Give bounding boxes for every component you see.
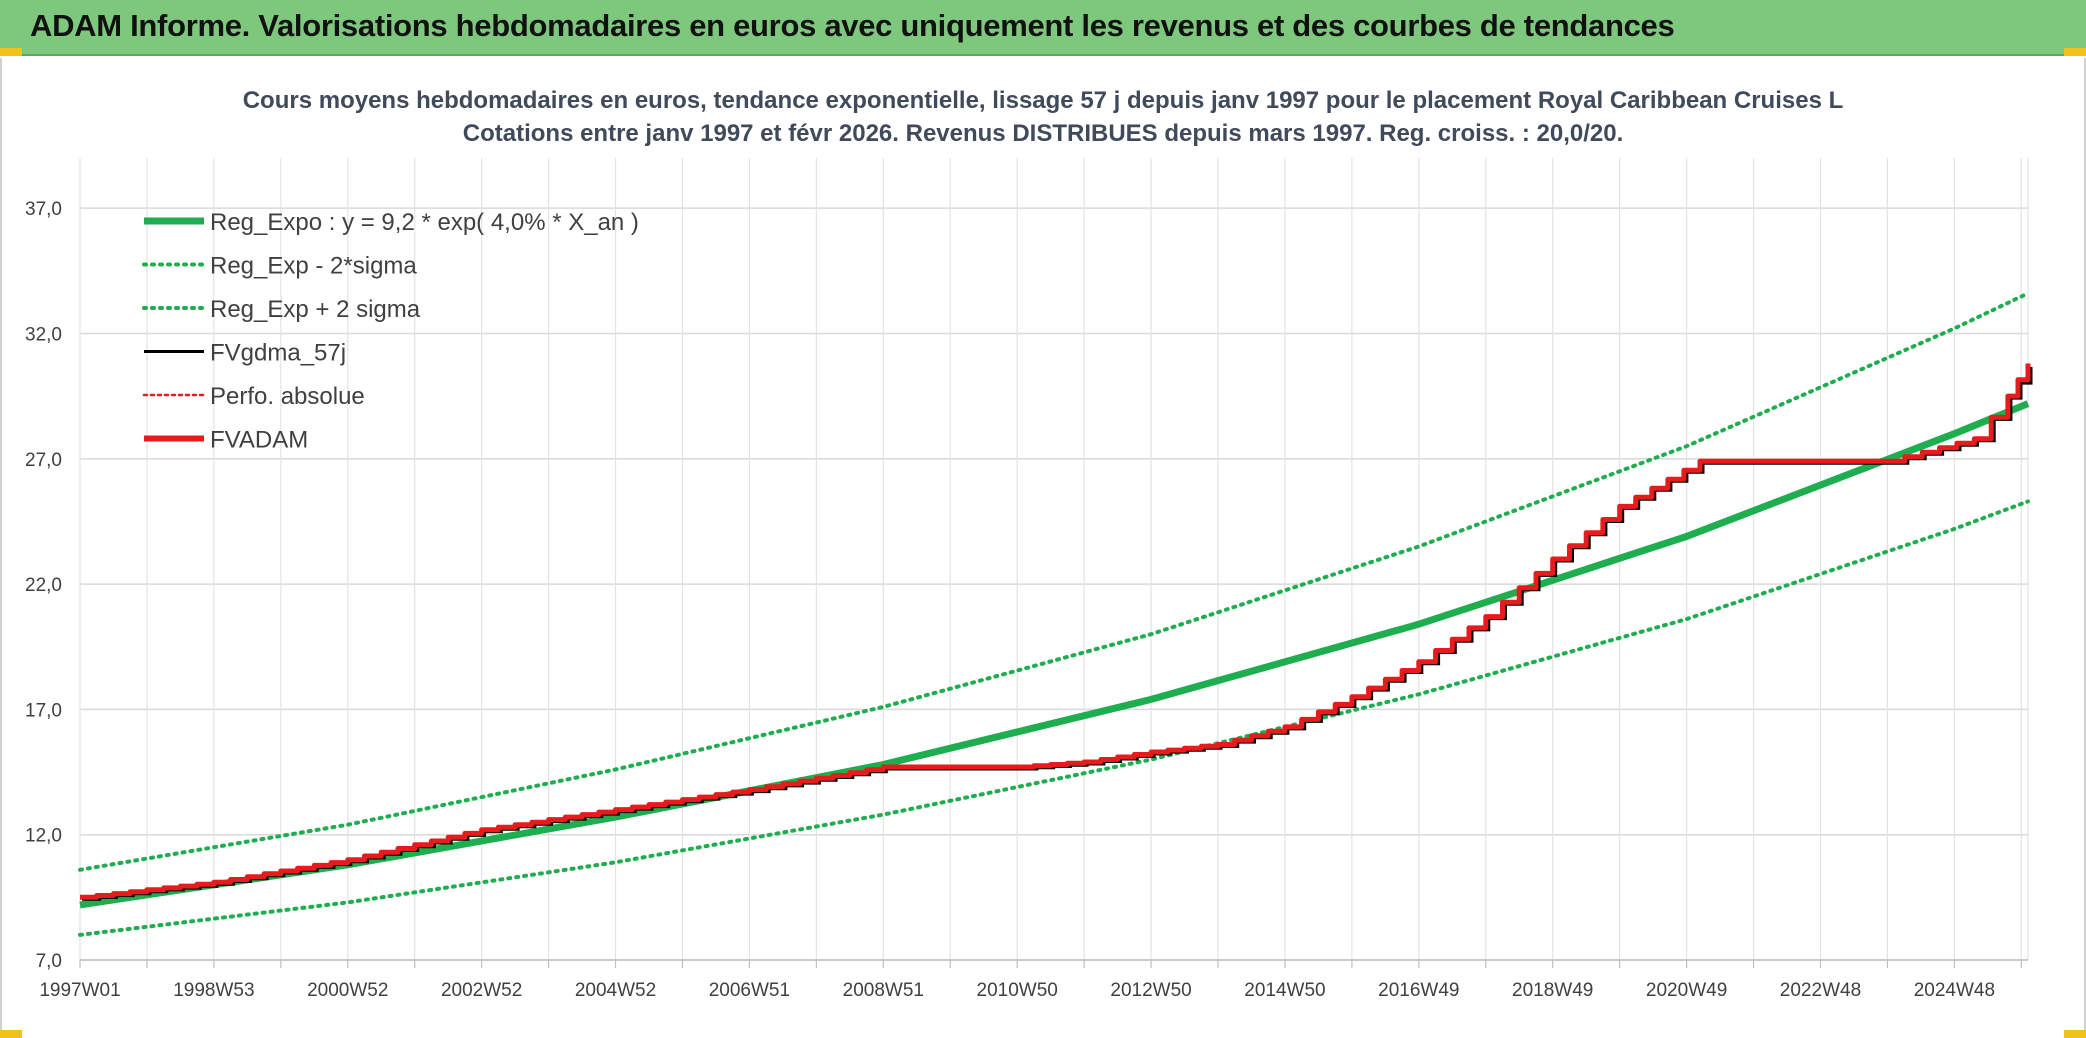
bottom-corner-left <box>0 1030 22 1038</box>
x-tick-label: 2022W48 <box>1780 980 1861 1001</box>
header-corner-left <box>0 48 22 56</box>
x-tick-label: 2020W49 <box>1646 980 1727 1001</box>
x-tick-label: 2018W49 <box>1512 980 1593 1001</box>
y-tick-label: 12,0 <box>25 826 62 847</box>
chart-svg: Cours moyens hebdomadaires en euros, ten… <box>25 87 2033 1001</box>
x-tick-label: 2016W49 <box>1378 980 1459 1001</box>
legend-label: FVgdma_57j <box>210 340 346 367</box>
y-tick-label: 27,0 <box>25 450 62 471</box>
x-tick-label: 1998W53 <box>173 980 254 1001</box>
legend-label: Reg_Expo : y = 9,2 * exp( 4,0% * X_an ) <box>210 209 639 236</box>
legend-label: Reg_Exp - 2*sigma <box>210 253 417 280</box>
chart-grid <box>79 158 2029 961</box>
y-axis: 7,0 12,0 17,0 22,0 27,0 32,0 37,0 <box>25 199 62 972</box>
legend-label: Reg_Exp + 2 sigma <box>210 296 421 323</box>
y-tick-label: 17,0 <box>25 700 62 721</box>
y-tick-label: 7,0 <box>36 951 62 972</box>
x-tick-label: 2000W52 <box>307 980 388 1001</box>
x-tick-label: 2024W48 <box>1914 980 1995 1001</box>
y-tick-label: 32,0 <box>25 324 62 345</box>
series-reg-plus-2sigma <box>78 291 2030 872</box>
x-tick-label: 2004W52 <box>575 980 656 1001</box>
series-reg-minus-2sigma <box>78 499 2030 937</box>
x-axis: 1997W01 1998W53 2000W52 2002W52 2004W52 2006W… <box>39 959 2028 1001</box>
x-tick-label: 2014W50 <box>1244 980 1325 1001</box>
legend-label: Perfo. absolue <box>210 383 365 410</box>
x-tick-label: 2008W51 <box>843 980 924 1001</box>
legend-label: FVADAM <box>210 427 308 454</box>
chart-title: Cours moyens hebdomadaires en euros, ten… <box>243 87 1844 114</box>
x-tick-label: 2012W50 <box>1110 980 1191 1001</box>
series-layer <box>78 291 2033 937</box>
x-tick-label: 1997W01 <box>39 980 120 1001</box>
chart-legend: Reg_Expo : y = 9,2 * exp( 4,0% * X_an ) R… <box>142 209 639 454</box>
chart-subtitle: Cotations entre janv 1997 et févr 2026. … <box>463 120 1624 147</box>
bottom-corner-right <box>2064 1030 2086 1038</box>
header-corner-right <box>2064 48 2086 56</box>
series-reg-expo <box>79 400 2030 909</box>
chart-frame: Cours moyens hebdomadaires en euros, ten… <box>0 58 2086 1038</box>
x-tick-label: 2006W51 <box>709 980 790 1001</box>
x-tick-label: 2002W52 <box>441 980 522 1001</box>
y-tick-label: 22,0 <box>25 575 62 596</box>
y-tick-label: 37,0 <box>25 199 62 220</box>
series-fvadam <box>80 363 2031 900</box>
report-header: ADAM Informe. Valorisations hebdomadaire… <box>0 0 2086 56</box>
report-title: ADAM Informe. Valorisations hebdomadaire… <box>30 8 1675 43</box>
bottom-bar <box>0 1030 2086 1038</box>
x-tick-label: 2010W50 <box>977 980 1058 1001</box>
